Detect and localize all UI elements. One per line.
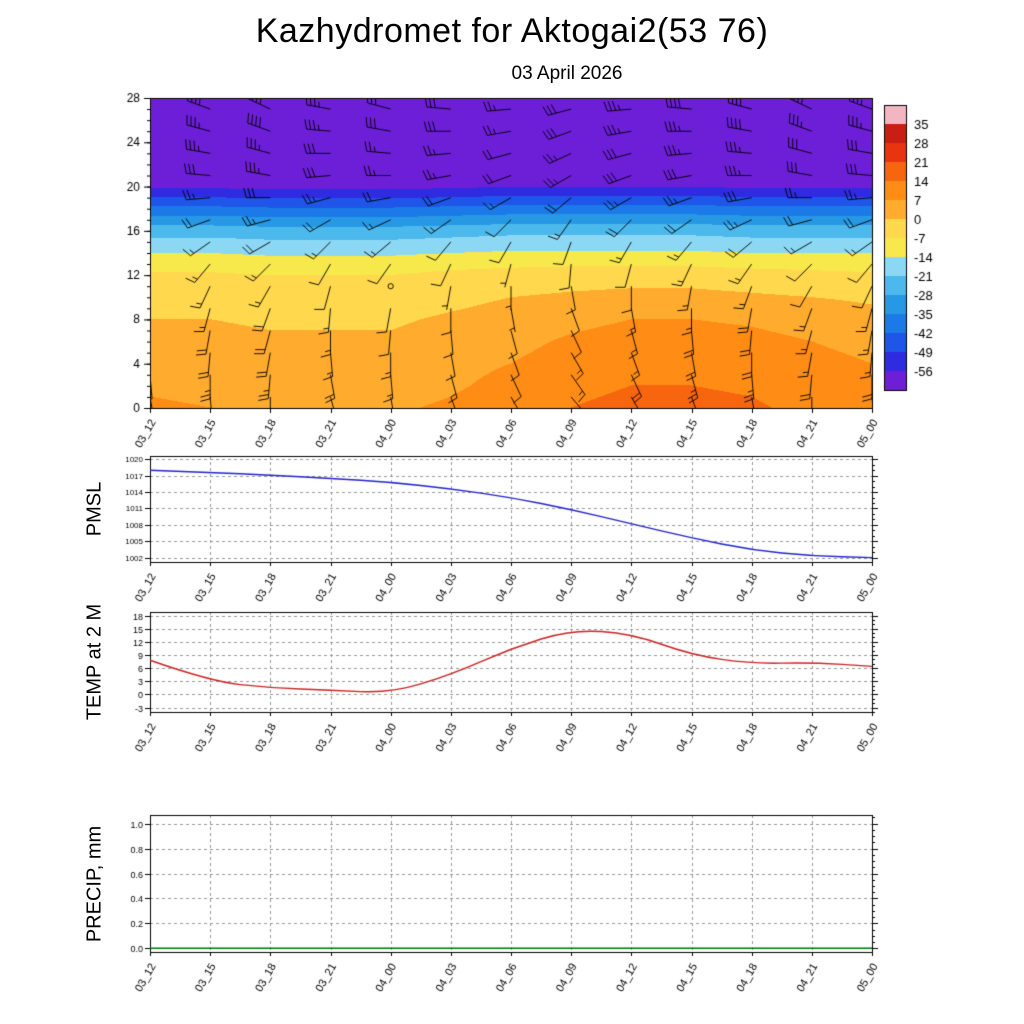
pmsl-axis-title: PMSL (83, 481, 106, 537)
cross-section-canvas (0, 88, 1024, 460)
date-subtitle: 03 April 2026 (511, 63, 623, 84)
pmsl-canvas (0, 440, 1024, 610)
precip-axis-title: PRECIP, mm (83, 825, 106, 943)
temp-axis-title: TEMP at 2 M (83, 603, 106, 721)
temp-canvas (0, 598, 1024, 778)
precip-canvas (0, 798, 1024, 1024)
page-title: Kazhydromet for Aktogai2(53 76) (255, 12, 769, 50)
